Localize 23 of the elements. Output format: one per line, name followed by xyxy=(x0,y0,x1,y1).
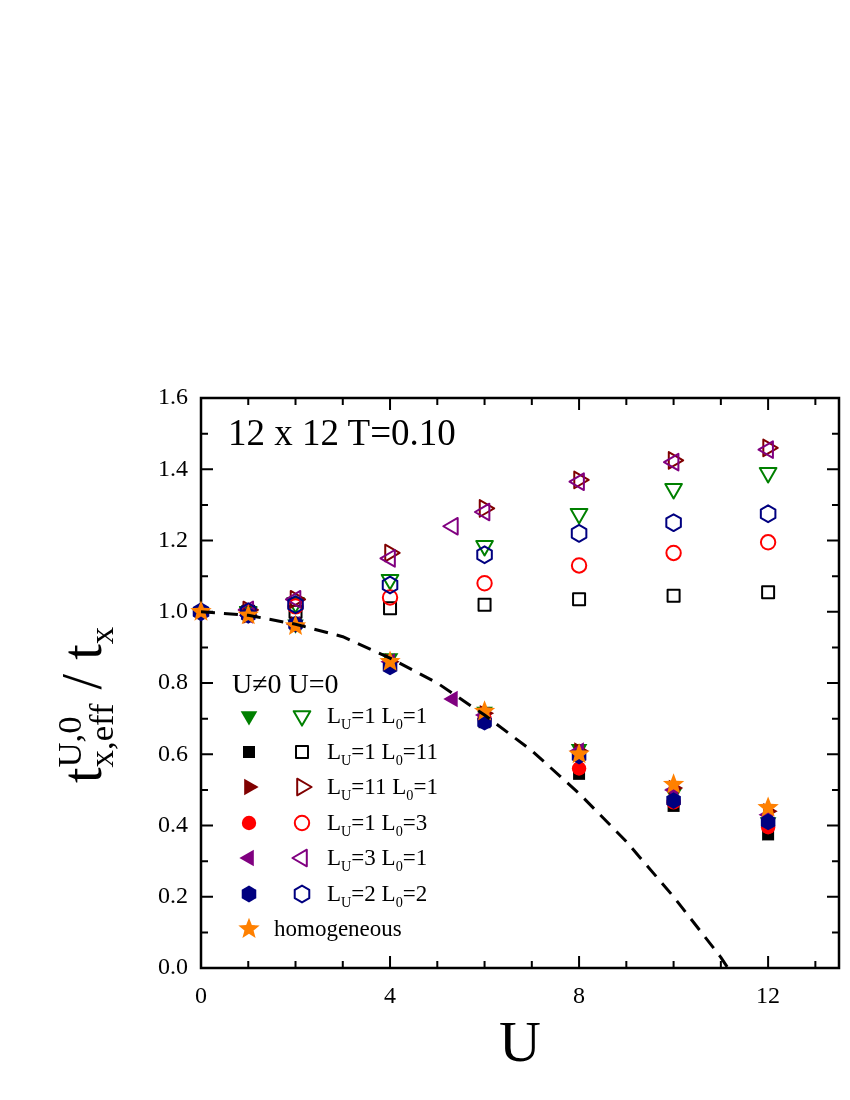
legend-label: L$_{U}$=3 L$_{0}$=1 xyxy=(327,844,428,876)
x-axis-title: U xyxy=(499,1009,541,1075)
legend-label: L$_{U}$=1 L$_{0}$=1 xyxy=(327,702,428,734)
y-tick-label: 1.2 xyxy=(158,525,188,552)
x-tick-label: 8 xyxy=(573,981,586,1008)
y-tick-label: 0.0 xyxy=(158,953,188,980)
legend-title: U≠0 U=0 xyxy=(232,668,340,699)
x-tick-label: 0 xyxy=(195,981,207,1008)
x-tick-label: 4 xyxy=(384,981,397,1008)
y-tick-label: 0.8 xyxy=(158,668,188,695)
y-tick-label: 1.0 xyxy=(158,597,188,624)
x-tick-label: 12 xyxy=(756,981,781,1008)
y-tick-label: 0.6 xyxy=(158,739,188,766)
y-tick-label: 1.4 xyxy=(158,454,188,481)
legend-label: L$_{U}$=1 L$_{0}$=11 xyxy=(327,737,438,769)
legend-label: L$_{U}$=1 L$_{0}$=3 xyxy=(327,808,428,840)
y-tick-label: 0.2 xyxy=(158,882,188,909)
y-tick-label: 0.4 xyxy=(158,810,188,837)
legend-label: L$_{U}$=2 L$_{0}$=2 xyxy=(327,879,428,911)
y-tick-label: 1.6 xyxy=(158,383,188,410)
legend-label: L$_{U}$=11 L$_{0}$=1 xyxy=(327,773,438,805)
legend-label: homogeneous xyxy=(274,915,402,943)
annotation: 12 x 12 T=0.10 xyxy=(228,412,456,453)
